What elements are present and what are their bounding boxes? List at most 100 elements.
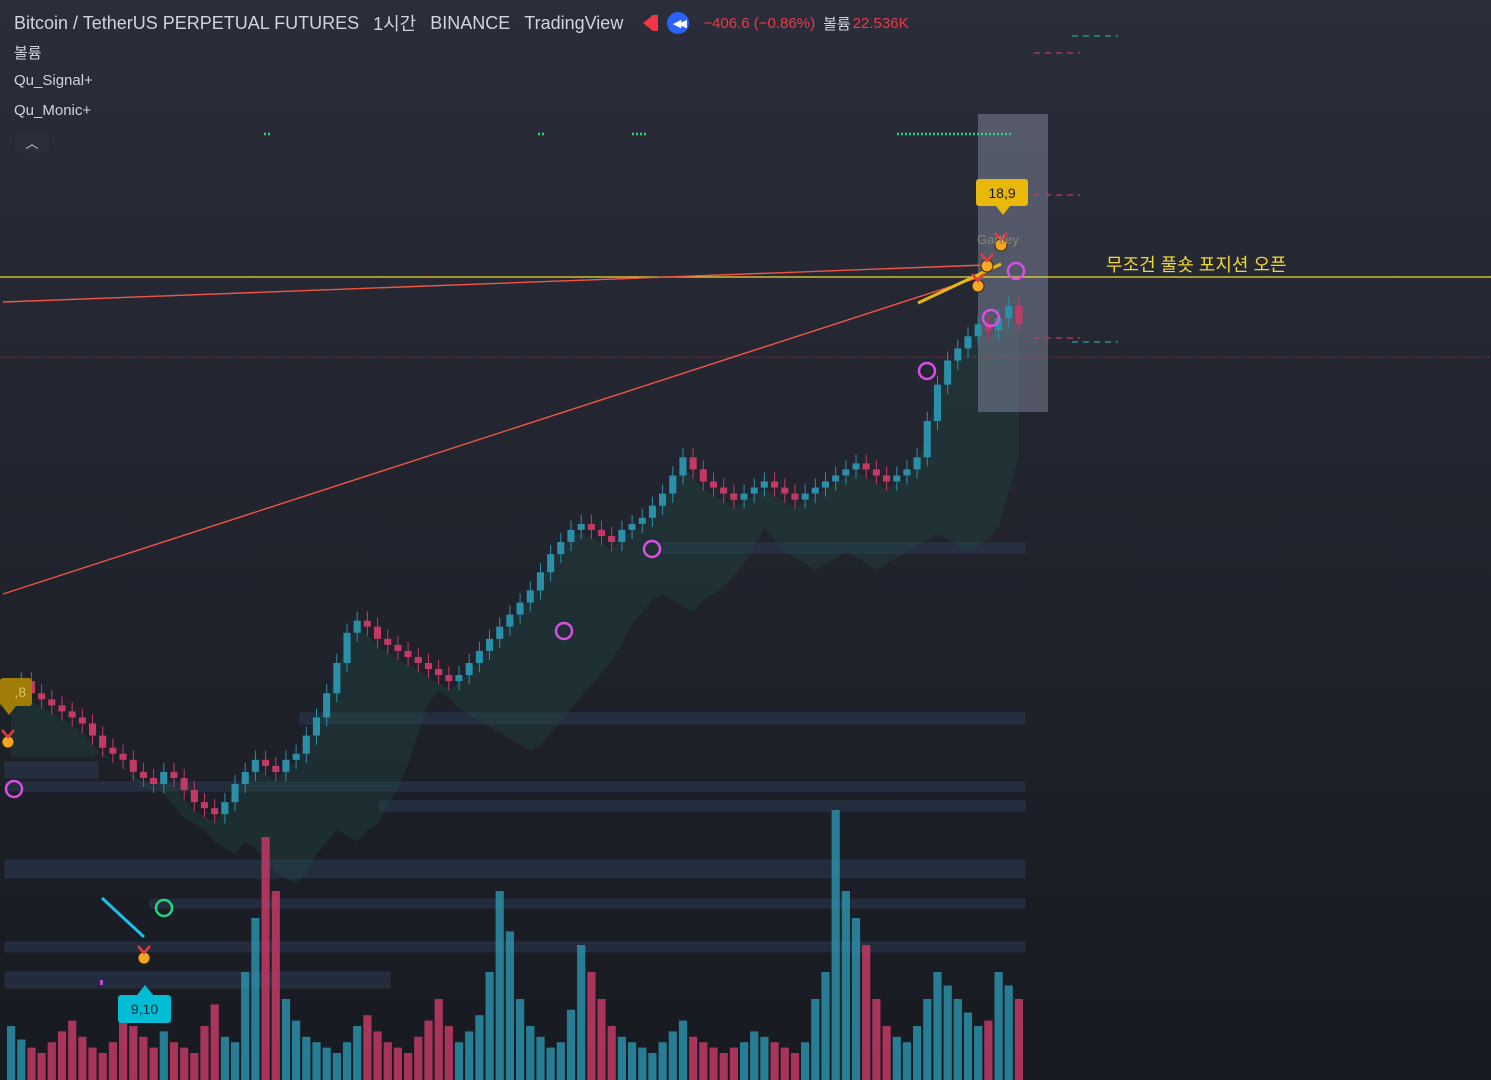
signal-circle-1 [554,621,574,641]
medal-ribbon-1 [980,253,994,263]
volume-bar-15 [159,1031,168,1080]
sr-zone-4 [379,800,1026,812]
volume-value: 22.536K [852,14,909,32]
candle-body-55 [567,529,575,542]
candle-body-88 [903,469,911,476]
medal-ribbon-0 [994,232,1008,242]
volume-bar-45 [465,1031,474,1080]
platform-label: TradingView [524,12,624,33]
chevron-up-icon: ︿ [25,135,39,151]
trendline-lower [2,276,981,595]
volume-bar-49 [505,931,514,1080]
indicator-qu-signal[interactable]: Qu_Signal+ [14,72,93,89]
candle-body-8 [89,723,97,736]
candle-body-45 [465,663,473,676]
volume-bar-39 [404,1053,413,1080]
volume-bar-97 [994,972,1003,1080]
volume-bar-50 [516,999,525,1080]
candle-body-87 [893,475,901,482]
candle-body-23 [241,771,249,784]
volume-label: 볼륨 [823,15,851,33]
volume-bar-64 [658,1042,667,1080]
pattern-badge-top: 18,9 [976,179,1028,215]
volume-bar-4 [47,1042,56,1080]
candle-body-20 [211,808,219,815]
candle-body-59 [608,536,616,542]
candle-body-6 [68,711,76,718]
candle-body-73 [750,487,758,494]
volume-bar-92 [943,985,952,1080]
volume-bar-83 [851,918,861,1080]
volume-bar-8 [88,1047,97,1080]
candle-body-18 [190,790,198,803]
candle-body-3 [38,693,46,700]
candle-body-92 [944,360,952,385]
candle-body-60 [618,529,626,542]
candle-body-5 [58,705,66,712]
candle-body-22 [231,784,239,803]
candle-body-66 [679,457,687,476]
candle-body-14 [150,778,158,784]
candle-body-15 [160,771,168,784]
candle-body-61 [628,523,636,530]
candle-body-75 [771,481,779,488]
candle-body-69 [709,481,717,488]
volume-bar-17 [180,1047,189,1080]
candle-body-96 [984,324,992,331]
volume-bar-56 [577,945,586,1080]
volume-bar-1 [17,1039,26,1080]
candle-body-71 [730,493,738,500]
price-change: −406.6 (−0.86%) [703,14,816,32]
candle-body-58 [598,529,606,536]
candle-body-64 [659,493,667,506]
medal-ribbon-2 [971,273,985,283]
sr-zone-8 [4,971,391,989]
volume-bar-12 [129,1026,138,1080]
collapse-indicators-button[interactable]: ︿ [15,131,49,153]
chart-legend-header: Bitcoin / TetherUS PERPETUAL FUTURES 1시간… [14,10,923,36]
candle-body-30 [312,717,320,736]
replay-rewind-icon[interactable]: ◀◀ [667,12,690,34]
volume-bar-33 [342,1042,352,1080]
candle-body-98 [1005,306,1013,319]
volume-bar-76 [780,1047,789,1080]
volume-bar-68 [699,1042,708,1080]
signal-circle-0 [4,779,24,799]
indicator-volume[interactable]: 볼륨 [14,45,42,62]
volume-bar-6 [68,1020,77,1080]
volume-bar-74 [760,1036,769,1080]
exchange-label: BINANCE [430,12,511,33]
candle-body-43 [445,675,453,682]
volume-bar-54 [556,1042,565,1080]
volume-bar-7 [78,1036,87,1080]
candle-body-84 [862,463,870,470]
candle-body-46 [475,650,483,663]
medal-ribbon-4 [1,729,15,739]
candle-body-56 [577,523,585,530]
candle-body-80 [821,481,829,488]
flag-icon[interactable] [643,15,659,31]
volume-bar-98 [1004,985,1013,1080]
candle-body-33 [343,632,351,664]
pattern-leg-cyan [100,896,146,939]
volume-bar-57 [587,972,596,1080]
candle-body-81 [832,475,840,482]
volume-bar-58 [597,999,606,1080]
volume-bar-23 [241,972,250,1080]
interval-label[interactable]: 1시간 [373,14,417,34]
candle-body-44 [455,675,463,682]
volume-bar-46 [475,1015,484,1080]
volume-bar-86 [882,1026,891,1080]
candle-body-99 [1015,306,1023,325]
indicator-qu-monic[interactable]: Qu_Monic+ [14,102,92,119]
candle-body-34 [353,620,361,633]
candle-body-51 [526,590,534,603]
symbol-name[interactable]: Bitcoin / TetherUS PERPETUAL FUTURES [14,12,360,33]
volume-bar-80 [821,972,830,1080]
signal-circle-4 [981,308,1001,328]
candle-body-40 [414,657,422,663]
position-annotation[interactable]: 무조건 풀숏 포지션 오픈 [1106,255,1287,275]
candle-body-95 [974,324,982,337]
candle-body-53 [547,554,555,573]
